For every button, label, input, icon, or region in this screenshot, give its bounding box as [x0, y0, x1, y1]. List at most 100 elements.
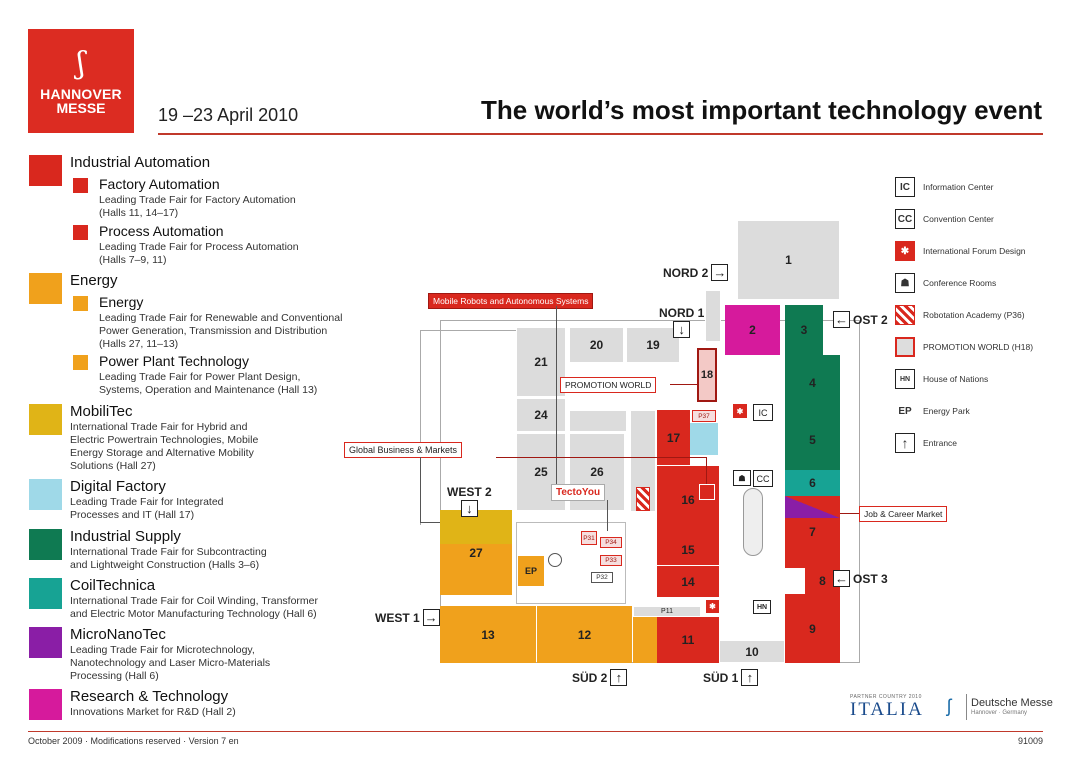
promotion-world-icon [895, 337, 915, 357]
key-label: International Forum Design [923, 246, 1026, 256]
swatch-digital-factory [29, 479, 62, 510]
entrance-west1[interactable]: WEST 1 → [375, 609, 440, 626]
organizer-sub: Hannover · Germany [971, 710, 1028, 716]
pavilion-p33[interactable]: P33 [600, 555, 622, 566]
entrance-label: SÜD 1 [703, 670, 739, 685]
entrance-ost3[interactable]: ← OST 3 [833, 570, 888, 587]
hall-block [633, 617, 657, 663]
pavilion-p11[interactable]: P11 [633, 606, 701, 617]
hall-1[interactable]: 1 [737, 220, 840, 300]
digital-factory-area [690, 423, 718, 455]
info-center-marker[interactable]: IC [753, 404, 773, 421]
hall-6[interactable]: 6 [785, 470, 840, 496]
legend-factory-automation: Factory Automation [99, 176, 220, 192]
hall-9[interactable]: 9 [785, 594, 840, 663]
pavilion-p32[interactable]: P32 [591, 572, 613, 583]
key-label: House of Nations [923, 374, 989, 384]
energy-park[interactable]: EP [518, 556, 544, 586]
legend-process-automation: Process Automation [99, 223, 224, 239]
hall-2[interactable]: 2 [725, 305, 780, 355]
legend-desc: Leading Trade Fair for Factory Automatio… [99, 194, 296, 206]
legend-desc: and Lightweight Construction (Halls 3–6) [70, 559, 260, 571]
info-center-icon: IC [753, 404, 773, 421]
key-conference-rooms: ☗ Conference Rooms [895, 273, 996, 293]
partner-caption: PARTNER COUNTRY 2010 [850, 694, 922, 700]
footer-code: 91009 [1017, 736, 1043, 746]
hall-17[interactable]: 17 [657, 410, 690, 465]
hall-20[interactable]: 20 [569, 327, 624, 363]
hall-27[interactable]: 27 [440, 510, 512, 595]
swatch-micronanotec [29, 627, 62, 658]
legend-desc: Nanotechnology and Laser Micro-Materials [70, 657, 271, 669]
entrance-sued2[interactable]: SÜD 2 ↑ [572, 669, 628, 686]
arrow-right-icon: → [711, 264, 729, 281]
callout-global-business: Global Business & Markets [344, 442, 463, 458]
hall-21[interactable]: 21 [516, 327, 566, 397]
entrance-label: WEST 1 [375, 610, 420, 625]
entrance-label: OST 3 [853, 571, 888, 586]
legend-desc: Leading Trade Fair for Integrated [70, 496, 224, 508]
pavilion-p31[interactable]: P31 [581, 531, 597, 545]
map-boundary [420, 330, 421, 525]
key-energy-park: EP Energy Park [895, 401, 970, 421]
legend-desc: Processes and IT (Hall 17) [70, 509, 195, 521]
legend-desc: International Trade Fair for Coil Windin… [70, 595, 319, 607]
legend-research: Research & Technology [70, 688, 229, 705]
callout-mobile-robots: Mobile Robots and Autonomous Systems [428, 293, 594, 309]
hall-12[interactable]: 12 [537, 606, 632, 663]
callout-leader [670, 384, 697, 385]
arrow-right-icon: → [422, 609, 440, 626]
legend-desc: Leading Trade Fair for Power Plant Desig… [99, 371, 301, 383]
hall-16[interactable]: 16 [657, 466, 719, 534]
legend-desc: International Trade Fair for Subcontract… [70, 546, 267, 558]
key-label: Entrance [923, 438, 958, 448]
hall-5[interactable]: 5 [785, 410, 840, 470]
hall-10[interactable]: 10 [719, 640, 785, 663]
convention-center-marker[interactable]: CC [753, 470, 773, 487]
swatch-industrial-supply [29, 529, 62, 560]
entrance-west2[interactable]: WEST 2 ↓ [447, 485, 492, 517]
conference-rooms-icon: ☗ [733, 470, 751, 486]
hall-18[interactable]: 18 [697, 348, 717, 402]
arrow-down-icon: ↓ [673, 321, 691, 338]
hall-24[interactable]: 24 [516, 398, 566, 432]
arrow-up-icon: ↑ [895, 433, 915, 453]
entrance-label: SÜD 2 [572, 670, 608, 685]
callout-leader [840, 513, 859, 514]
robotation-academy[interactable] [636, 487, 650, 511]
house-of-nations-icon[interactable]: HN [753, 600, 771, 614]
hall-4[interactable]: 4 [785, 355, 840, 410]
legend-industrial-supply: Industrial Supply [70, 528, 181, 545]
arrow-left-icon: ← [833, 570, 850, 587]
hall-14[interactable]: 14 [657, 566, 719, 597]
hall-19[interactable]: 19 [626, 327, 680, 363]
key-information-center: IC Information Center [895, 177, 993, 197]
legend-mobilitec: MobiliTec [70, 403, 133, 420]
deutsche-messe-logo-icon: ʃ [947, 696, 951, 716]
hall-3[interactable]: 3 [785, 305, 823, 355]
legend-desc: Power Generation, Transmission and Distr… [99, 325, 328, 337]
hall-15[interactable]: 15 [657, 534, 719, 565]
callout-leader [607, 500, 608, 531]
organizer-name: Deutsche Messe [971, 697, 1053, 709]
pavilion-p34[interactable]: P34 [600, 537, 622, 548]
convention-center-icon: CC [895, 209, 915, 229]
hall-11[interactable]: 11 [657, 617, 719, 663]
legend-desc: Leading Trade Fair for Process Automatio… [99, 241, 299, 253]
key-label: Conference Rooms [923, 278, 997, 288]
legend-desc: Solutions (Hall 27) [70, 460, 156, 472]
pavilion-p37[interactable]: P37 [692, 410, 716, 422]
arrow-down-icon: ↓ [460, 500, 478, 517]
entrance-nord2[interactable]: NORD 2 → [663, 264, 729, 281]
entrance-ost2[interactable]: ← OST 2 [833, 311, 888, 328]
hall-13[interactable]: 13 [440, 606, 536, 663]
callout-leader [556, 306, 557, 486]
entrance-nord1[interactable]: NORD 1 ↓ [659, 306, 704, 338]
key-label: Convention Center [923, 214, 994, 224]
entrance-sued1[interactable]: SÜD 1 ↑ [703, 669, 759, 686]
key-promotion-world: PROMOTION WORLD (H18) [895, 337, 1033, 357]
forum-design-icon: ✱ [733, 404, 747, 418]
convention-center-icon: CC [753, 470, 773, 487]
header-divider [158, 133, 1043, 135]
callout-job-career: Job & Career Market [859, 506, 948, 522]
